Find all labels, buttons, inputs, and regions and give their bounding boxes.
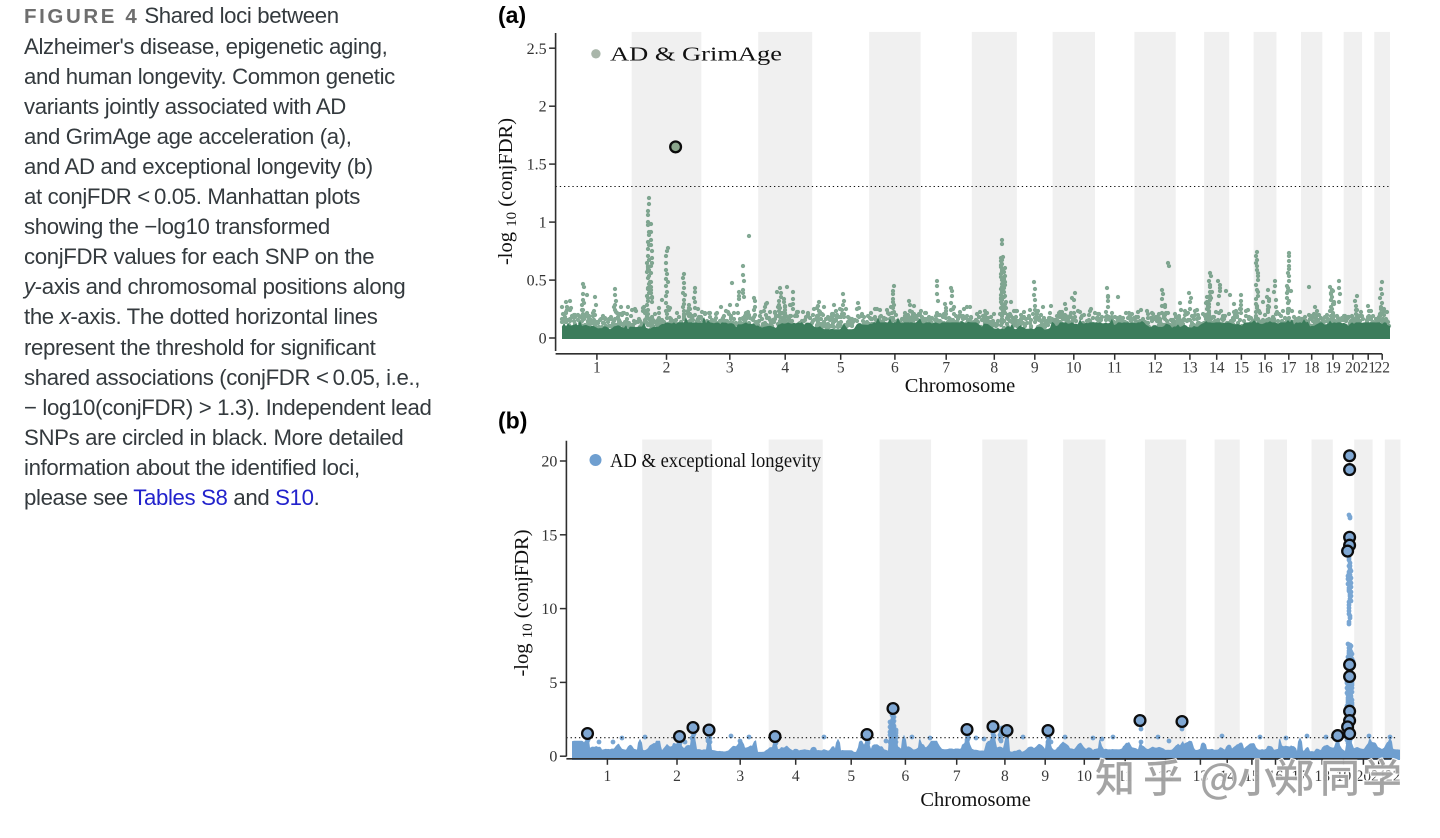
svg-text:10: 10: [1077, 768, 1093, 785]
svg-text:AD & GrimAge: AD & GrimAge: [610, 44, 782, 66]
svg-text:3: 3: [726, 360, 734, 377]
svg-text:7: 7: [942, 360, 950, 377]
svg-text:21: 21: [1360, 360, 1376, 377]
svg-text:13: 13: [1182, 360, 1198, 377]
svg-text:17: 17: [1281, 360, 1297, 377]
svg-text:16: 16: [1257, 360, 1273, 377]
svg-text:4: 4: [792, 768, 800, 785]
svg-text:20: 20: [1345, 360, 1361, 377]
svg-text:5: 5: [837, 360, 845, 377]
svg-text:1: 1: [539, 215, 547, 232]
svg-text:9: 9: [1031, 360, 1039, 377]
svg-text:22: 22: [1374, 360, 1390, 377]
svg-text:15: 15: [1234, 360, 1250, 377]
svg-text:6: 6: [891, 360, 899, 377]
svg-text:12: 12: [1147, 360, 1163, 377]
svg-text:0: 0: [539, 331, 547, 348]
svg-text:1: 1: [593, 360, 601, 377]
svg-text:2.5: 2.5: [527, 41, 547, 58]
svg-text:1.5: 1.5: [527, 157, 547, 174]
svg-text:20: 20: [541, 454, 557, 471]
svg-text:5: 5: [549, 675, 557, 692]
svg-text:2: 2: [663, 360, 671, 377]
svg-text:8: 8: [990, 360, 998, 377]
svg-text:8: 8: [1001, 768, 1009, 785]
svg-text:10: 10: [1066, 360, 1082, 377]
svg-text:Chromosome: Chromosome: [920, 789, 1030, 811]
svg-text:AD & exceptional longevity: AD & exceptional longevity: [610, 450, 822, 472]
svg-text:0: 0: [549, 749, 557, 766]
svg-text:-log 10 (conjFDR): -log 10 (conjFDR): [495, 118, 521, 265]
svg-text:11: 11: [1107, 360, 1122, 377]
svg-text:1: 1: [604, 768, 612, 785]
svg-text:7: 7: [953, 768, 961, 785]
svg-text:0.5: 0.5: [527, 273, 547, 290]
svg-text:15: 15: [541, 527, 557, 544]
svg-text:2: 2: [673, 768, 681, 785]
svg-text:2: 2: [539, 99, 547, 116]
svg-text:6: 6: [902, 768, 910, 785]
svg-text:4: 4: [781, 360, 789, 377]
svg-text:14: 14: [1209, 360, 1225, 377]
svg-text:Chromosome: Chromosome: [905, 375, 1015, 397]
svg-text:(a): (a): [498, 2, 526, 28]
svg-text:(b): (b): [498, 407, 527, 433]
svg-text:5: 5: [847, 768, 855, 785]
svg-text:-log 10 (conjFDR): -log 10 (conjFDR): [511, 529, 537, 676]
svg-text:9: 9: [1041, 768, 1049, 785]
svg-text:19: 19: [1325, 360, 1341, 377]
svg-text:10: 10: [541, 601, 557, 618]
svg-text:18: 18: [1304, 360, 1320, 377]
svg-text:3: 3: [736, 768, 744, 785]
